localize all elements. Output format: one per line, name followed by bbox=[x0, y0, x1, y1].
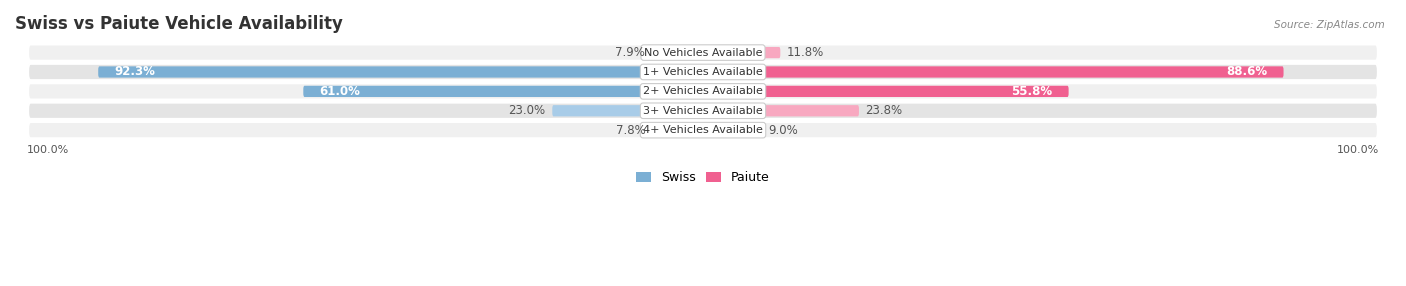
Text: 61.0%: 61.0% bbox=[319, 85, 360, 98]
Text: 55.8%: 55.8% bbox=[1011, 85, 1052, 98]
Text: 7.9%: 7.9% bbox=[614, 46, 645, 59]
Text: Source: ZipAtlas.com: Source: ZipAtlas.com bbox=[1274, 20, 1385, 30]
FancyBboxPatch shape bbox=[28, 83, 1378, 100]
FancyBboxPatch shape bbox=[651, 47, 703, 58]
Text: 7.8%: 7.8% bbox=[616, 124, 645, 137]
FancyBboxPatch shape bbox=[703, 66, 1284, 78]
Text: Swiss vs Paiute Vehicle Availability: Swiss vs Paiute Vehicle Availability bbox=[15, 15, 343, 33]
Text: 92.3%: 92.3% bbox=[115, 65, 156, 78]
Legend: Swiss, Paiute: Swiss, Paiute bbox=[637, 171, 769, 184]
Text: 9.0%: 9.0% bbox=[769, 124, 799, 137]
FancyBboxPatch shape bbox=[652, 124, 703, 136]
Text: 23.8%: 23.8% bbox=[866, 104, 903, 117]
FancyBboxPatch shape bbox=[98, 66, 703, 78]
FancyBboxPatch shape bbox=[703, 47, 780, 58]
FancyBboxPatch shape bbox=[703, 105, 859, 116]
FancyBboxPatch shape bbox=[703, 86, 1069, 97]
Text: 23.0%: 23.0% bbox=[509, 104, 546, 117]
FancyBboxPatch shape bbox=[304, 86, 703, 97]
FancyBboxPatch shape bbox=[28, 64, 1378, 80]
Text: 3+ Vehicles Available: 3+ Vehicles Available bbox=[643, 106, 763, 116]
FancyBboxPatch shape bbox=[28, 122, 1378, 138]
Text: 4+ Vehicles Available: 4+ Vehicles Available bbox=[643, 125, 763, 135]
Text: 1+ Vehicles Available: 1+ Vehicles Available bbox=[643, 67, 763, 77]
Text: 88.6%: 88.6% bbox=[1226, 65, 1267, 78]
Text: No Vehicles Available: No Vehicles Available bbox=[644, 47, 762, 57]
FancyBboxPatch shape bbox=[553, 105, 703, 116]
FancyBboxPatch shape bbox=[28, 103, 1378, 119]
Text: 11.8%: 11.8% bbox=[787, 46, 824, 59]
FancyBboxPatch shape bbox=[28, 44, 1378, 61]
Text: 2+ Vehicles Available: 2+ Vehicles Available bbox=[643, 86, 763, 96]
FancyBboxPatch shape bbox=[703, 124, 762, 136]
